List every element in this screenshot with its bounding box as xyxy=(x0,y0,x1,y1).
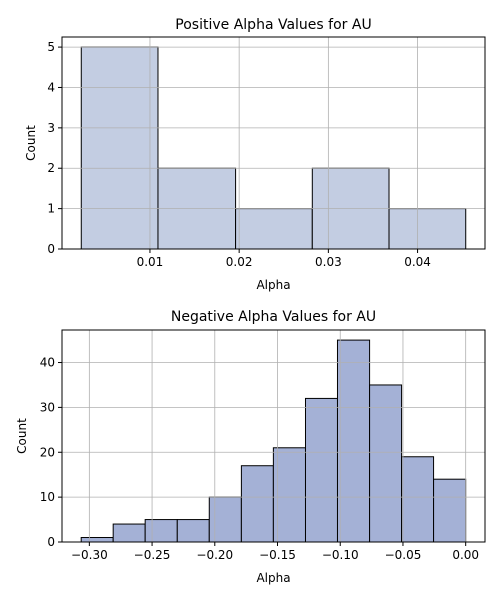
histogram-bar xyxy=(176,519,210,543)
histogram-bar xyxy=(80,46,159,250)
histogram-bar xyxy=(144,519,178,543)
y-tick-label: 1 xyxy=(47,202,55,216)
histogram-bar xyxy=(80,537,114,543)
y-tick-label: 0 xyxy=(47,242,55,256)
histogram-bar xyxy=(240,465,274,543)
plot-frame xyxy=(61,329,486,543)
histogram-bar xyxy=(433,478,467,543)
histogram-bar xyxy=(336,339,371,543)
histogram-bar xyxy=(112,523,146,543)
histogram-bar xyxy=(388,208,467,250)
y-axis-label: Count xyxy=(15,418,29,454)
y-tick-label: 40 xyxy=(40,356,55,370)
positive-alpha-histogram: 0.01 0.02 0.03 0.04 0 1 2 3 4 5 Positive Alpha Val… xyxy=(24,17,486,292)
x-tick-label: −0.05 xyxy=(385,548,422,562)
histogram-bar xyxy=(369,384,403,543)
x-tick-label: 0.03 xyxy=(315,255,342,269)
x-tick-label: 0.02 xyxy=(226,255,253,269)
x-tick-label: −0.20 xyxy=(196,548,233,562)
y-tick-label: 0 xyxy=(47,535,55,549)
negative-alpha-histogram: −0.30 −0.25 −0.20 −0.15 −0.10 −0.05 0.00 0 10 20 3… xyxy=(15,309,486,585)
plot-frame xyxy=(61,36,486,250)
histogram-bar xyxy=(401,456,435,543)
x-axis-label: Alpha xyxy=(256,278,290,292)
histogram-bar xyxy=(272,447,306,543)
y-tick-label: 2 xyxy=(47,161,55,175)
x-tick-label: 0.04 xyxy=(404,255,431,269)
histogram-bar xyxy=(304,397,338,543)
histogram-bar xyxy=(208,496,242,543)
x-tick-label: 0.00 xyxy=(452,548,479,562)
x-tick-label: −0.10 xyxy=(322,548,359,562)
x-tick-label: −0.15 xyxy=(259,548,296,562)
chart-title: Negative Alpha Values for AU xyxy=(171,309,376,325)
y-tick-label: 4 xyxy=(47,80,55,94)
x-tick-label: 0.01 xyxy=(137,255,164,269)
x-axis-label: Alpha xyxy=(256,571,290,585)
chart-title: Positive Alpha Values for AU xyxy=(175,17,371,33)
y-tick-label: 10 xyxy=(40,490,55,504)
y-tick-label: 30 xyxy=(40,400,55,414)
x-tick-label: −0.30 xyxy=(71,548,108,562)
y-tick-label: 20 xyxy=(40,445,55,459)
x-tick-label: −0.25 xyxy=(134,548,171,562)
y-axis-label: Count xyxy=(24,125,38,161)
y-tick-label: 3 xyxy=(47,121,55,135)
y-tick-label: 5 xyxy=(47,40,55,54)
histogram-bar xyxy=(235,208,313,250)
